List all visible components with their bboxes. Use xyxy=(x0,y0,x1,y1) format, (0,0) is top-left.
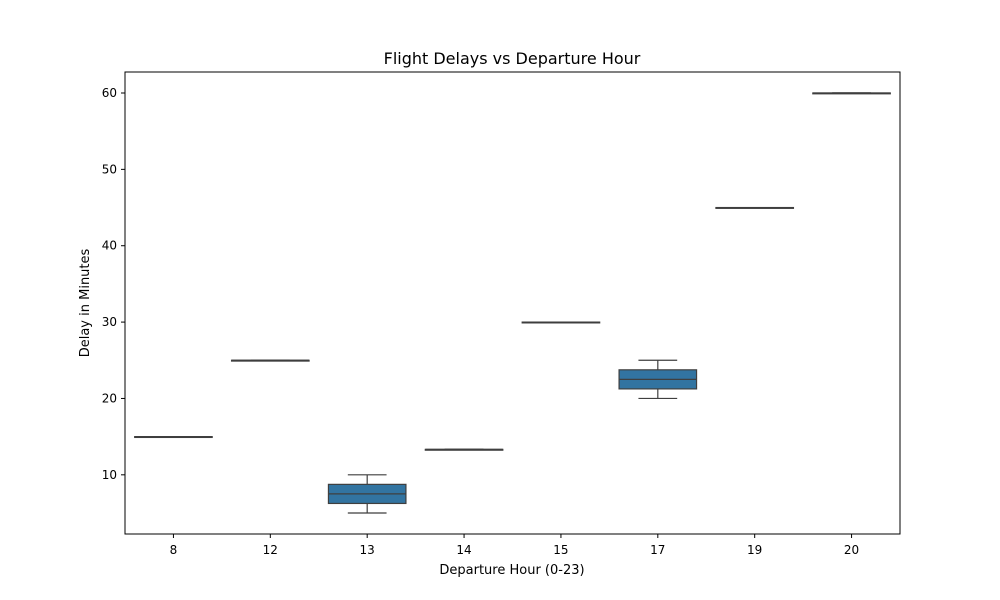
plot-area: 10 20 30 40 50 60 8 12 13 14 15 17 19 20 xyxy=(102,86,891,557)
y-axis-label: Delay in Minutes xyxy=(78,248,93,357)
y-tick-label: 20 xyxy=(102,391,117,405)
x-tick-label: 8 xyxy=(170,543,178,557)
y-tick-label: 40 xyxy=(102,239,117,253)
y-tick-label: 10 xyxy=(102,468,117,482)
y-tick-label: 30 xyxy=(102,315,117,329)
x-tick-label: 19 xyxy=(747,543,762,557)
x-axis-label: Departure Hour (0-23) xyxy=(439,563,584,578)
plot-frame xyxy=(124,71,901,535)
x-tick-label: 13 xyxy=(360,543,375,557)
x-tick-label: 17 xyxy=(650,543,665,557)
x-tick-label: 15 xyxy=(553,543,568,557)
x-tick-label: 12 xyxy=(263,543,278,557)
chart-title: Flight Delays vs Departure Hour xyxy=(384,49,641,68)
x-tick-label: 20 xyxy=(844,543,859,557)
x-tick-label: 14 xyxy=(456,543,471,557)
y-tick-label: 60 xyxy=(102,86,117,100)
y-tick-label: 50 xyxy=(102,162,117,176)
